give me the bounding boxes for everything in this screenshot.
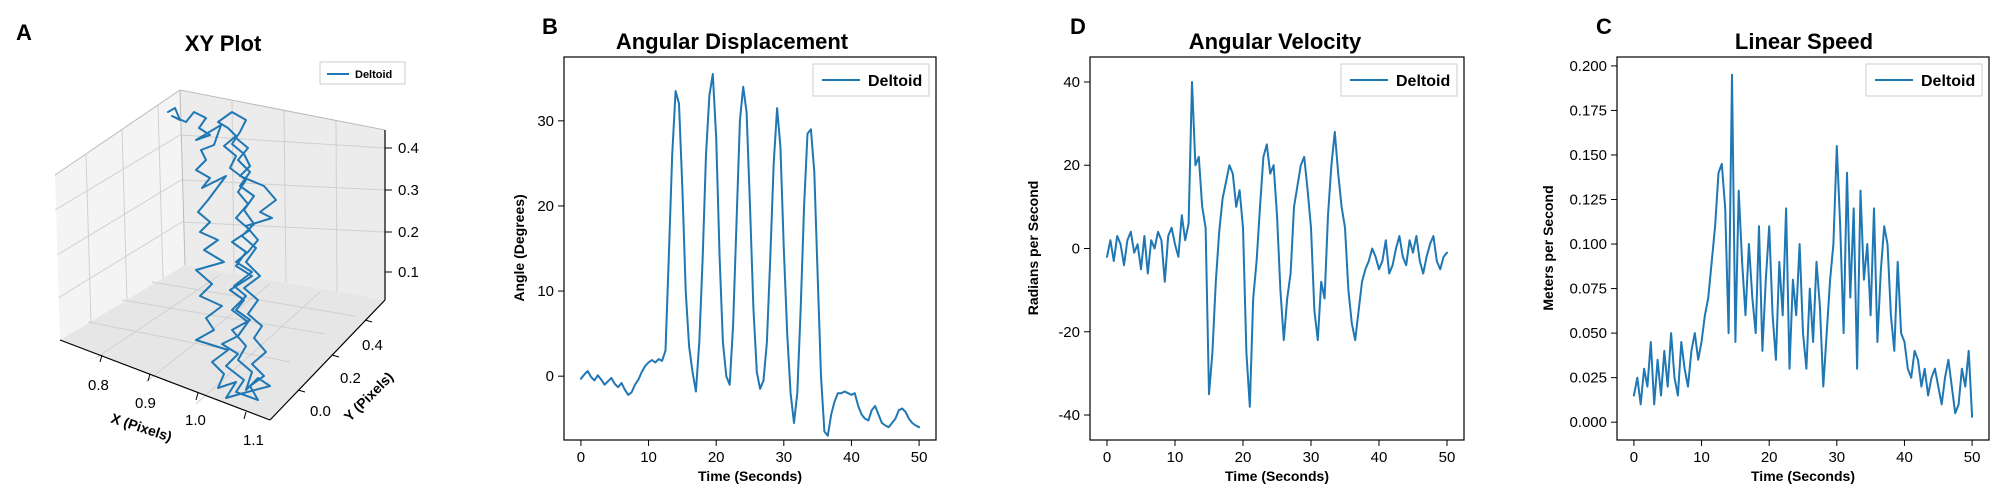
x-tick-label: 1.1 [243,432,264,449]
x-tick-label: 0 [1630,449,1638,466]
chart-title-angular-displacement: Angular Displacement [616,29,849,54]
series-line-deltoid [1632,73,1974,418]
legend-label: Deltoid [355,69,392,81]
axes-frame [563,56,937,441]
x-tick-label: 30 [1303,449,1320,466]
legend-c: Deltoid [1865,63,1983,97]
pane-back-right [180,90,385,300]
chart-title-linear-speed: Linear Speed [1735,29,1873,54]
y-axis-label: Meters per Second [1540,185,1556,310]
y-tick-label: 10 [537,283,554,300]
panel-letter-c: C [1596,14,1612,39]
legend-label: Deltoid [1396,73,1450,90]
y-tick-label: -20 [1058,324,1080,341]
ticks-d: 0 10 20 30 40 50 -40 -20 0 20 40 [1058,74,1455,466]
x-axis-label: Time (Seconds) [698,468,802,484]
x-tick-label: 0.9 [135,395,156,412]
x-tick-label: 0 [577,449,585,466]
tick-marks-3d [99,147,392,420]
y-tick-label: 0.150 [1569,147,1607,164]
legend-xy: Deltoid [319,61,406,85]
chart-title-angular-velocity: Angular Velocity [1189,29,1362,54]
legend-label: Deltoid [1921,73,1975,90]
ticks-b: 0 10 20 30 40 50 0 10 20 30 [537,113,927,466]
x-axis-label: Time (Seconds) [1225,468,1329,484]
chart-title-xy: XY Plot [185,31,262,56]
x-axis-label: X (Pixels) [109,410,174,445]
y-tick-label: 0 [1072,241,1080,258]
y-tick-label: 0.025 [1569,370,1607,387]
grid-3d [54,99,386,405]
ticks-c: 0 10 20 30 40 50 0.000 0.025 0.050 0.075 0.100 0.12… [1569,58,1980,466]
x-tick-label: 50 [1964,449,1981,466]
x-tick-label: 10 [1693,449,1710,466]
legend-d: Deltoid [1340,63,1458,97]
panel-letter-b: B [542,14,558,39]
y-tick-label: -40 [1058,407,1080,424]
y-tick-label: 0.4 [362,337,383,354]
axes-frame [1616,56,1990,441]
y-axis-label: Radians per Second [1025,181,1041,316]
x-tick-label: 40 [843,449,860,466]
x-tick-label: 40 [1371,449,1388,466]
z-tick-label: 0.3 [398,182,419,199]
pane-floor [60,265,385,420]
x-tick-label: 50 [1439,449,1456,466]
x-tick-label: 20 [708,449,725,466]
y-tick-label: 0.075 [1569,281,1607,298]
y-tick-label: 0.2 [340,370,361,387]
x-tick-label: 20 [1761,449,1778,466]
x-tick-label: 0 [1103,449,1111,466]
y-tick-label: 0.175 [1569,102,1607,119]
panel-b: B Angular Displacement 0 10 20 30 40 50 0 10 20 3… [511,14,937,484]
x-tick-label: 1.0 [185,412,206,429]
y-tick-label: 0.200 [1569,58,1607,75]
x-tick-label: 50 [911,449,928,466]
series-line-deltoid [167,107,277,401]
x-tick-label: 10 [1167,449,1184,466]
x-tick-label: 0.8 [88,377,109,394]
z-tick-label: 0.1 [398,264,419,281]
y-axis-label: Angle (Degrees) [511,194,527,301]
y-tick-label: 30 [537,113,554,130]
legend-label: Deltoid [868,73,922,90]
panel-d: D Angular Velocity 0 10 20 30 40 50 -40 -20 0 20 4… [1025,14,1465,484]
z-tick-label: 0.2 [398,224,419,241]
y-tick-label: 0.000 [1569,414,1607,431]
y-tick-label: 20 [1063,157,1080,174]
x-tick-label: 20 [1235,449,1252,466]
z-tick-label: 0.4 [398,140,419,157]
y-tick-label: 0.050 [1569,325,1607,342]
pane-back-left [55,90,185,340]
x-tick-label: 40 [1896,449,1913,466]
y-tick-label: 0 [546,368,554,385]
panel-letter-a: A [16,20,32,45]
panel-c: C Linear Speed 0 10 20 30 40 50 0.000 0.025 0.05… [1540,14,1990,484]
y-tick-label: 0.0 [310,403,331,420]
legend-b: Deltoid [812,63,930,97]
y-tick-label: 0.100 [1569,236,1607,253]
series-line-deltoid [1106,81,1448,408]
x-axis-label: Time (Seconds) [1751,468,1855,484]
y-tick-label: 40 [1063,74,1080,91]
panel-letter-d: D [1070,14,1086,39]
series-line-deltoid [579,73,921,437]
x-tick-label: 30 [775,449,792,466]
x-tick-label: 30 [1828,449,1845,466]
panel-a: A XY Plot [16,20,419,449]
x-tick-label: 10 [640,449,657,466]
y-tick-label: 20 [537,198,554,215]
y-tick-label: 0.125 [1569,192,1607,209]
